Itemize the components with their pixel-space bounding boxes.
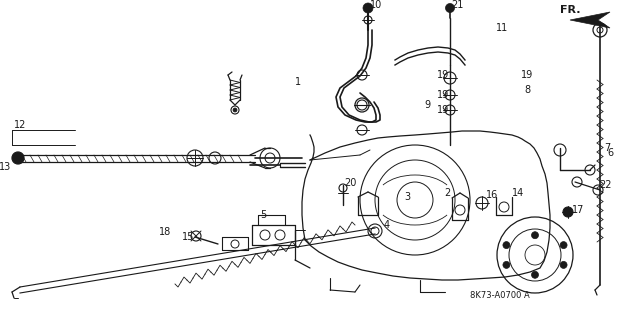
Text: 19: 19 xyxy=(521,70,533,80)
Text: 11: 11 xyxy=(496,23,508,33)
Text: FR.: FR. xyxy=(560,5,580,15)
Circle shape xyxy=(12,152,24,164)
Circle shape xyxy=(503,241,510,249)
Text: 12: 12 xyxy=(14,120,26,130)
Circle shape xyxy=(15,155,21,161)
Text: 8K73-A0700 A: 8K73-A0700 A xyxy=(470,291,530,300)
Text: 2: 2 xyxy=(444,188,450,198)
Text: 19: 19 xyxy=(437,90,449,100)
Text: 19: 19 xyxy=(437,70,449,80)
Text: 4: 4 xyxy=(384,220,390,230)
Circle shape xyxy=(233,108,237,112)
Text: 17: 17 xyxy=(572,205,584,215)
Circle shape xyxy=(560,241,567,249)
Text: 19: 19 xyxy=(437,105,449,115)
Text: 5: 5 xyxy=(260,210,266,220)
Text: 3: 3 xyxy=(404,192,410,202)
Text: 14: 14 xyxy=(512,188,524,198)
Circle shape xyxy=(531,271,538,278)
Text: 21: 21 xyxy=(451,0,463,10)
Text: 22: 22 xyxy=(599,180,611,190)
Text: 20: 20 xyxy=(344,178,356,188)
Polygon shape xyxy=(570,12,610,28)
Text: 13: 13 xyxy=(0,162,11,172)
Text: 6: 6 xyxy=(607,148,613,158)
Circle shape xyxy=(531,232,538,239)
Circle shape xyxy=(503,261,510,268)
Text: 9: 9 xyxy=(424,100,430,110)
Text: 1: 1 xyxy=(295,77,301,87)
Text: 7: 7 xyxy=(604,143,610,153)
Circle shape xyxy=(363,3,373,13)
Text: 8: 8 xyxy=(524,85,530,95)
Circle shape xyxy=(560,261,567,268)
Circle shape xyxy=(563,207,573,217)
Circle shape xyxy=(445,4,454,12)
Text: 16: 16 xyxy=(486,190,498,200)
Text: 10: 10 xyxy=(370,0,382,10)
Text: 18: 18 xyxy=(159,227,171,237)
Text: 15: 15 xyxy=(182,232,194,242)
